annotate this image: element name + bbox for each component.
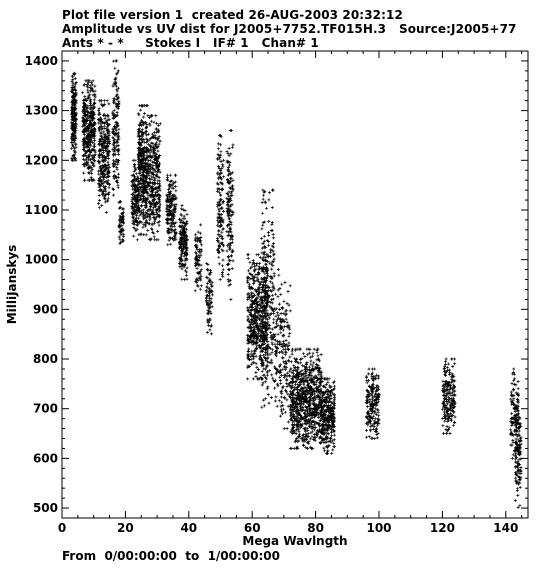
x-axis-ticks: 0 20 40 60 80 100 120 140 [58,51,523,535]
x-tick-label: 60 [244,521,261,535]
y-tick-label: 700 [33,402,58,416]
y-tick-label: 1200 [25,153,58,167]
x-axis-label: Mega Wavlngth [242,534,347,548]
y-tick-label: 1300 [25,104,58,118]
plot-header-line-3: Ants * - * Stokes I IF# 1 Chan# 1 [62,36,319,50]
plot-header-line-1: Plot file version 1 created 26-AUG-2003 … [62,8,403,22]
x-tick-label: 80 [307,521,324,535]
y-tick-label: 1400 [25,54,58,68]
x-tick-label: 100 [366,521,391,535]
y-axis-label: MilliJanskys [5,245,19,325]
y-tick-label: 1000 [25,253,58,267]
time-range-footer: From 0/00:00:00 to 1/00:00:00 [62,549,280,563]
y-tick-label: 800 [33,352,58,366]
scatter-markers [70,59,523,509]
plot-header-line-2: Amplitude vs UV dist for J2005+7752.TF01… [62,22,517,36]
plot-frame [61,50,529,519]
x-tick-label: 40 [180,521,197,535]
x-tick-label: 20 [117,521,134,535]
y-axis-ticks: 500 600 700 800 900 1000 1100 1200 1300 1400 [25,50,528,515]
x-tick-label: 0 [58,521,66,535]
y-tick-label: 1100 [25,203,58,217]
data-points [70,59,523,509]
x-tick-label: 120 [430,521,455,535]
y-tick-label: 900 [33,302,58,316]
x-tick-label: 140 [493,521,518,535]
y-tick-label: 500 [33,501,58,515]
y-tick-label: 600 [33,451,58,465]
